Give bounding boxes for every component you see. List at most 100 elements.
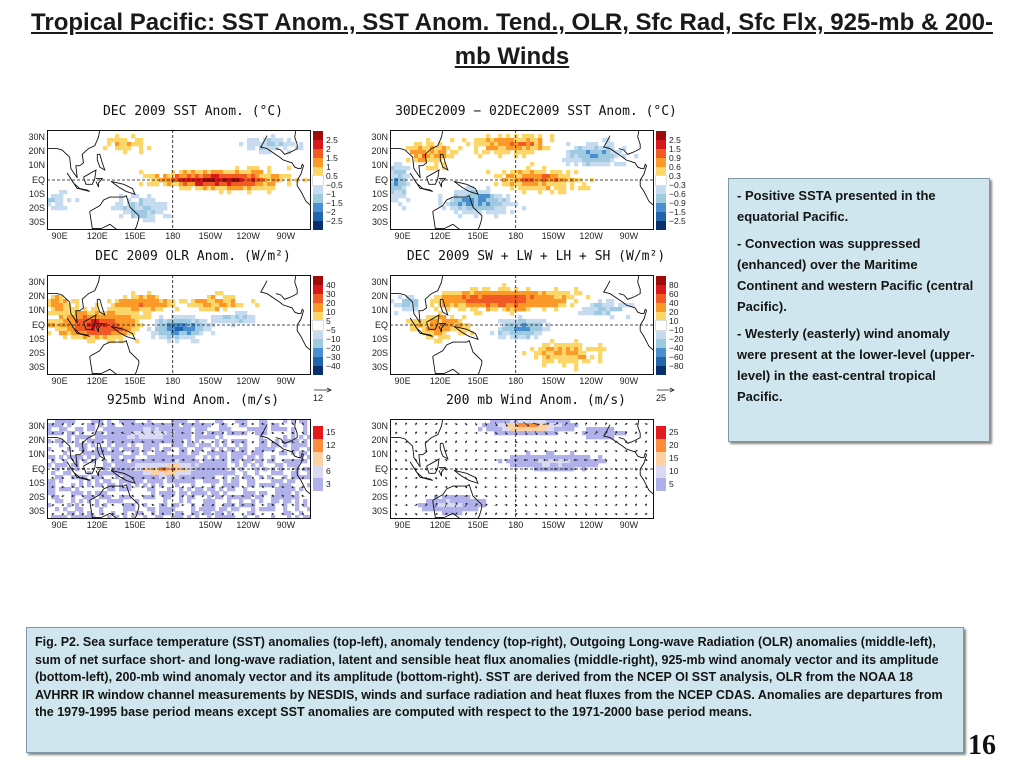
lon-tick-label: 90W (276, 520, 296, 530)
lat-tick-label: 30S (371, 217, 388, 228)
lon-tick-label: 90W (619, 520, 639, 530)
colorbar-label: 2.5 (326, 134, 338, 145)
colorbar-swatch (656, 194, 666, 203)
lon-tick-label: 150E (124, 231, 146, 241)
lat-tick-label: EQ (31, 319, 45, 330)
lon-tick-label: 120W (236, 376, 260, 386)
lon-tick-label: 150E (467, 520, 489, 530)
note-2: - Convection was suppressed (enhanced) o… (737, 236, 974, 314)
colorbar-swatch (313, 221, 323, 230)
map-plot (390, 275, 654, 375)
lon-tick-label: 150W (541, 231, 566, 241)
lon-tick-label: 120E (429, 376, 451, 386)
colorbar-swatch (656, 426, 666, 439)
colorbar (655, 276, 667, 375)
colorbar-swatch (313, 465, 323, 478)
colorbar-label: −5 (326, 324, 336, 335)
colorbar-label: −80 (669, 360, 684, 371)
map-plot (390, 130, 654, 230)
colorbar-swatch (656, 294, 666, 303)
lon-tick-label: 120W (236, 231, 260, 241)
lat-tick-label: 30N (371, 276, 388, 287)
lat-tick-label: 10S (371, 188, 388, 199)
lon-tick-label: 150E (124, 376, 146, 386)
lon-tick-label: 120E (86, 376, 108, 386)
colorbar-swatch (656, 330, 666, 339)
colorbar-swatch (313, 357, 323, 366)
colorbar-swatch (313, 167, 323, 176)
colorbar-label: −30 (326, 351, 341, 362)
lat-tick-label: EQ (374, 319, 388, 330)
colorbar-label: 0.3 (669, 170, 681, 181)
colorbar-swatch (656, 348, 666, 357)
colorbar-swatch (313, 294, 323, 303)
panel-title: DEC 2009 OLR Anom. (W/m²) (95, 249, 291, 264)
colorbar-swatch (313, 339, 323, 348)
lat-tick-label: 20S (371, 492, 388, 503)
colorbar-swatch (656, 339, 666, 348)
colorbar-label: 0.9 (669, 152, 681, 163)
lon-tick-label: 150E (124, 520, 146, 530)
panel-title: 200 mb Wind Anom. (m/s) (445, 393, 626, 408)
colorbar-label: −40 (669, 342, 684, 353)
colorbar-label: 10 (669, 466, 679, 476)
lon-tick-label: 90E (394, 520, 411, 530)
colorbar-swatch (313, 366, 323, 375)
colorbar-label: −40 (326, 360, 341, 371)
lon-tick-label: 90E (51, 520, 68, 530)
lon-tick-label: 90W (619, 231, 639, 241)
colorbar-swatch (656, 357, 666, 366)
lat-tick-label: 30N (28, 276, 45, 287)
colorbar-label: 6 (326, 466, 331, 476)
lat-tick-label: 10N (371, 160, 388, 171)
sst-anomaly-panel: DEC 2009 SST Anom. (°C) 30N 20N 10N EQ 10S 20S… (23, 104, 363, 244)
lon-tick-label: 90W (276, 231, 296, 241)
lat-tick-label: 30N (371, 420, 388, 431)
colorbar-swatch (313, 285, 323, 294)
olr-anomaly-panel: DEC 2009 OLR Anom. (W/m²) 30N 20N 10N EQ 10S 2… (23, 249, 363, 389)
colorbar-swatch (656, 366, 666, 375)
map-svg (47, 419, 311, 519)
lat-tick-label: 30S (371, 506, 388, 517)
colorbar-label: −2 (326, 206, 336, 217)
lat-tick-label: 20N (371, 290, 388, 301)
colorbar-swatch (313, 426, 323, 439)
note-1: - Positive SSTA presented in the equator… (737, 188, 936, 224)
colorbar (655, 131, 667, 230)
colorbar-swatch (656, 185, 666, 194)
lat-tick-label: 30N (28, 420, 45, 431)
note-3: - Westerly (easterly) wind anomaly were … (737, 326, 975, 404)
lat-tick-label: EQ (31, 463, 45, 474)
colorbar-label: −0.6 (669, 188, 686, 199)
colorbar-swatch (313, 303, 323, 312)
colorbar-swatch (656, 140, 666, 149)
lat-tick-label: 20N (28, 145, 45, 156)
colorbar-swatch (313, 312, 323, 321)
colorbar-label: 25 (669, 427, 679, 437)
page-number: 16 (968, 730, 996, 761)
colorbar-swatch (313, 276, 323, 285)
lat-tick-label: EQ (31, 174, 45, 185)
reference-vector: 25 (656, 387, 676, 403)
reference-vector-label: 12 (313, 393, 324, 403)
colorbar-label: −0.5 (326, 179, 343, 190)
lon-tick-label: 90W (619, 376, 639, 386)
lat-tick-label: 20S (371, 203, 388, 214)
lat-tick-label: 30N (371, 131, 388, 142)
colorbar-swatch (655, 320, 667, 331)
notes-box: - Positive SSTA presented in the equator… (728, 178, 990, 442)
lat-tick-label: EQ (374, 174, 388, 185)
lon-tick-label: 120W (579, 231, 603, 241)
lon-tick-label: 150E (467, 231, 489, 241)
colorbar-swatch (656, 158, 666, 167)
colorbar-swatch (313, 194, 323, 203)
figure-caption: Fig. P2. Sea surface temperature (SST) a… (26, 627, 964, 753)
lat-tick-label: 20N (28, 290, 45, 301)
colorbar-label: 0.5 (326, 170, 338, 181)
map-plot (390, 419, 654, 519)
lon-tick-label: 180 (165, 231, 181, 241)
colorbar-label: −0.3 (669, 179, 686, 190)
colorbar-label: 1 (326, 161, 331, 172)
colorbar-label: 40 (326, 279, 336, 290)
colorbar-swatch (313, 452, 323, 465)
